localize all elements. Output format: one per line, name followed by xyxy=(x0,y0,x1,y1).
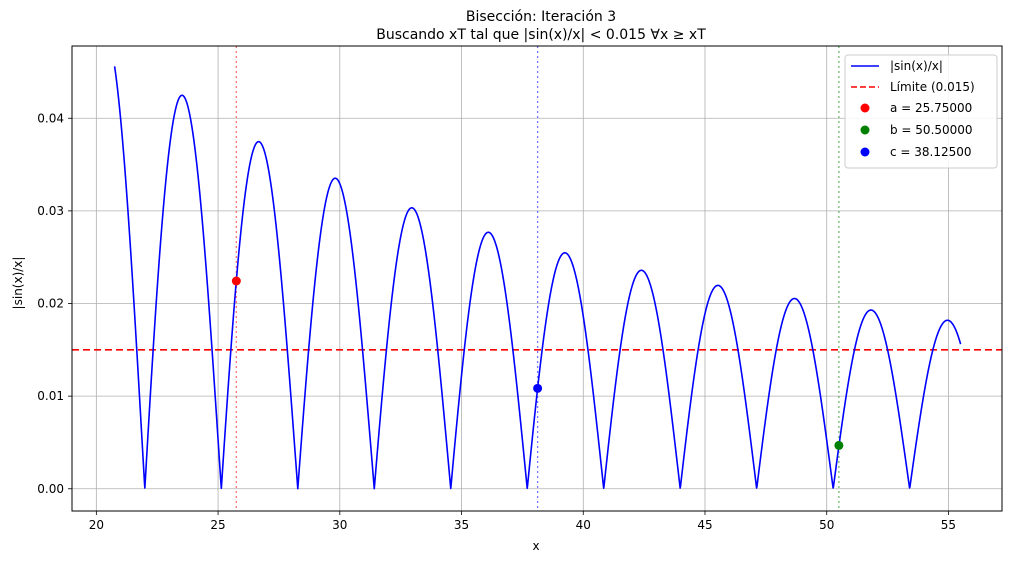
plot-frame xyxy=(71,45,1003,512)
bisection-point xyxy=(834,440,844,450)
legend-b-marker xyxy=(860,125,870,135)
x-tick-label: 25 xyxy=(210,518,225,532)
legend-c-label: c = 38.12500 xyxy=(890,145,972,159)
y-tick-label: 0.00 xyxy=(37,482,64,496)
x-tick-label: 35 xyxy=(454,518,469,532)
bisection-point xyxy=(231,276,241,286)
x-tick-label: 40 xyxy=(576,518,591,532)
legend-box xyxy=(844,54,998,169)
y-tick-label: 0.04 xyxy=(37,111,64,125)
legend-b-label: b = 50.50000 xyxy=(890,123,973,137)
chart-title: Bisección: Iteración 3 xyxy=(466,9,616,25)
y-axis-ticks: 0.00 0.01 0.02 0.03 0.04 xyxy=(37,111,72,496)
legend-a-label: a = 25.75000 xyxy=(890,101,972,115)
legend: |sin(x)/x| Límite (0.015) a = 25.75000 b… xyxy=(844,54,998,169)
x-tick-label: 20 xyxy=(89,518,104,532)
chart-subtitle: Buscando xT tal que |sin(x)/x| < 0.015 ∀… xyxy=(376,27,706,43)
x-axis-ticks: 20 25 30 35 40 45 50 55 xyxy=(89,511,956,532)
x-axis-label: x xyxy=(532,539,539,553)
legend-series-label: |sin(x)/x| xyxy=(890,59,943,73)
x-tick-label: 45 xyxy=(697,518,712,532)
x-tick-label: 50 xyxy=(819,518,834,532)
legend-c-marker xyxy=(860,147,870,157)
bisection-point xyxy=(533,383,543,393)
y-tick-label: 0.01 xyxy=(37,389,64,403)
bisection-vertical-lines xyxy=(235,46,840,511)
y-tick-label: 0.03 xyxy=(37,204,64,218)
bisection-points xyxy=(231,276,844,450)
x-tick-label: 30 xyxy=(332,518,347,532)
legend-a-marker xyxy=(860,103,870,113)
legend-threshold-label: Límite (0.015) xyxy=(890,80,975,94)
y-tick-label: 0.02 xyxy=(37,297,64,311)
y-axis-label: |sin(x)/x| xyxy=(11,257,25,310)
x-tick-label: 55 xyxy=(941,518,956,532)
